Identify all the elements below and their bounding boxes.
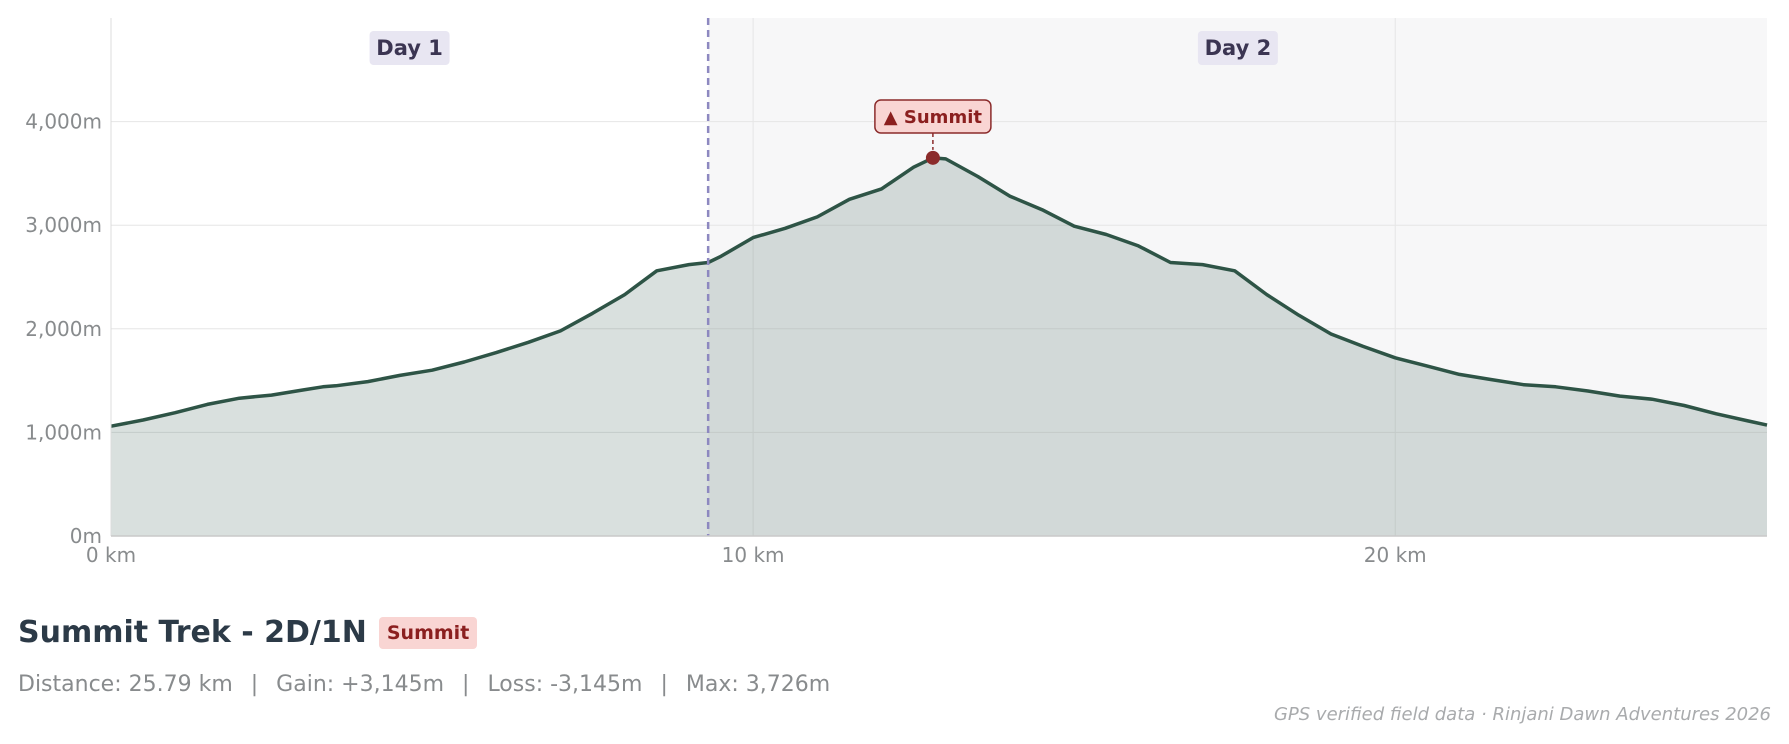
elevation-line: [110, 156, 1768, 428]
y-tick-label: 0m: [70, 524, 102, 548]
summit-badge: Summit: [378, 616, 478, 649]
stat-gain: Gain: +3,145m: [276, 672, 445, 697]
y-tick-label: 3,000m: [25, 213, 102, 237]
x-tick-label: 20 km: [1364, 543, 1427, 567]
day-label-text: Day 2: [1205, 36, 1272, 60]
stat-distance: Distance: 25.79 km: [18, 672, 233, 697]
summit-point: [925, 150, 940, 165]
trek-title: Summit Trek - 2D/1N: [18, 615, 367, 650]
trek-stats: Distance: 25.79 km | Gain: +3,145m | Loss: -…: [18, 672, 830, 697]
stat-separator: |: [462, 672, 470, 697]
y-tick-label: 1,000m: [25, 420, 102, 444]
trek-summary: Summit Trek - 2D/1N Summit Distance: 25.…: [18, 615, 830, 697]
day-label-box: [369, 31, 450, 65]
day-label: Day 2: [1197, 31, 1278, 65]
y-tick-label: 2,000m: [25, 317, 102, 341]
data-credit: GPS verified field data · Rinjani Dawn A…: [1273, 704, 1771, 725]
elevation-area: [111, 157, 1767, 536]
day-label-box: [1197, 31, 1278, 65]
stat-separator: |: [250, 672, 259, 697]
stat-separator: |: [660, 672, 668, 697]
summit-callout-box: [874, 99, 992, 134]
day-labels: Day 1 Day 2: [369, 31, 1278, 65]
day-label: Day 1: [369, 31, 450, 65]
x-tick-label: 10 km: [722, 543, 785, 567]
y-tick-label: 4,000m: [25, 110, 102, 134]
grid-lines: [111, 18, 1767, 536]
summit-marker-group: ▲ Summit: [874, 99, 992, 165]
elevation-chart: 0m 1,000m 2,000m 3,000m 4,000m 0 km 10 km 20 km…: [25, 18, 1768, 567]
title-row: Summit Trek - 2D/1N Summit: [18, 615, 830, 650]
stat-loss: Loss: -3,145m: [487, 672, 643, 697]
stat-max: Max: 3,726m: [685, 672, 831, 697]
axes: 0m 1,000m 2,000m 3,000m 4,000m 0 km 10 km 20 km: [25, 18, 1767, 567]
day-label-text: Day 1: [376, 36, 443, 60]
x-tick-label: 0 km: [86, 543, 136, 567]
summit-callout-label: ▲ Summit: [884, 107, 983, 128]
